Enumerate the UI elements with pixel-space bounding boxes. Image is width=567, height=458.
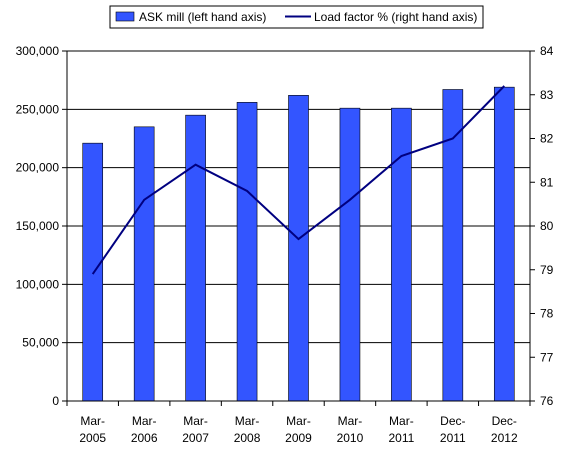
- bar: [493, 86, 515, 402]
- x-tick-label: Mar-2006: [131, 414, 158, 445]
- legend-label-load-factor: Load factor % (right hand axis): [314, 10, 477, 24]
- bar: [339, 107, 361, 402]
- right-tick-label: 79: [540, 263, 554, 277]
- left-tick-label: 250,000: [16, 102, 60, 116]
- bar: [133, 126, 155, 402]
- right-tick-label: 76: [540, 394, 554, 408]
- bar: [185, 114, 206, 402]
- x-tick-label: Dec-2012: [491, 414, 518, 445]
- left-tick-label: 0: [52, 394, 59, 408]
- legend-bar-swatch: [115, 11, 135, 22]
- x-tick-label: Mar-2005: [79, 414, 106, 445]
- right-tick-label: 82: [540, 132, 554, 146]
- bar: [236, 102, 258, 402]
- x-tick-label: Dec-2011: [440, 414, 466, 445]
- left-tick-label: 150,000: [16, 219, 60, 233]
- right-axis-tick-labels: 76 77 78 79 80 81 82 83 84: [540, 44, 554, 408]
- left-tick-label: 300,000: [16, 44, 60, 58]
- right-tick-label: 81: [540, 175, 554, 189]
- legend: ASK mill (left hand axis) Load factor % (…: [109, 5, 484, 29]
- legend-label-ask: ASK mill (left hand axis): [139, 10, 266, 24]
- bar-series: [82, 86, 515, 402]
- right-tick-label: 83: [540, 88, 554, 102]
- x-tick-label: Mar-2007: [182, 414, 209, 445]
- x-tick-label: Mar-2011: [388, 414, 414, 445]
- left-tick-label: 100,000: [16, 277, 60, 291]
- right-tick-label: 84: [540, 44, 554, 58]
- x-tick-label: Mar-2010: [337, 414, 364, 445]
- right-tick-label: 78: [540, 307, 554, 321]
- left-axis-tick-labels: 0 50,000 100,000 150,000 200,000 250,000 300,0…: [16, 44, 60, 408]
- x-axis-tick-labels: Mar-2005 Mar-2006 Mar-2007 Mar-2008 Mar-2009…: [79, 414, 518, 445]
- x-tick-label: Mar-2009: [285, 414, 312, 445]
- left-tick-label: 200,000: [16, 161, 60, 175]
- load-factor-line: [91, 85, 506, 275]
- x-tick-label: Mar-2008: [234, 414, 261, 445]
- left-tick-label: 50,000: [22, 336, 59, 350]
- line-series: [91, 85, 506, 275]
- bar: [391, 107, 412, 402]
- bar: [442, 89, 464, 402]
- right-tick-label: 80: [540, 219, 554, 233]
- bar: [82, 142, 104, 402]
- axes: [62, 50, 535, 406]
- bar: [288, 95, 309, 402]
- right-tick-label: 77: [540, 350, 554, 364]
